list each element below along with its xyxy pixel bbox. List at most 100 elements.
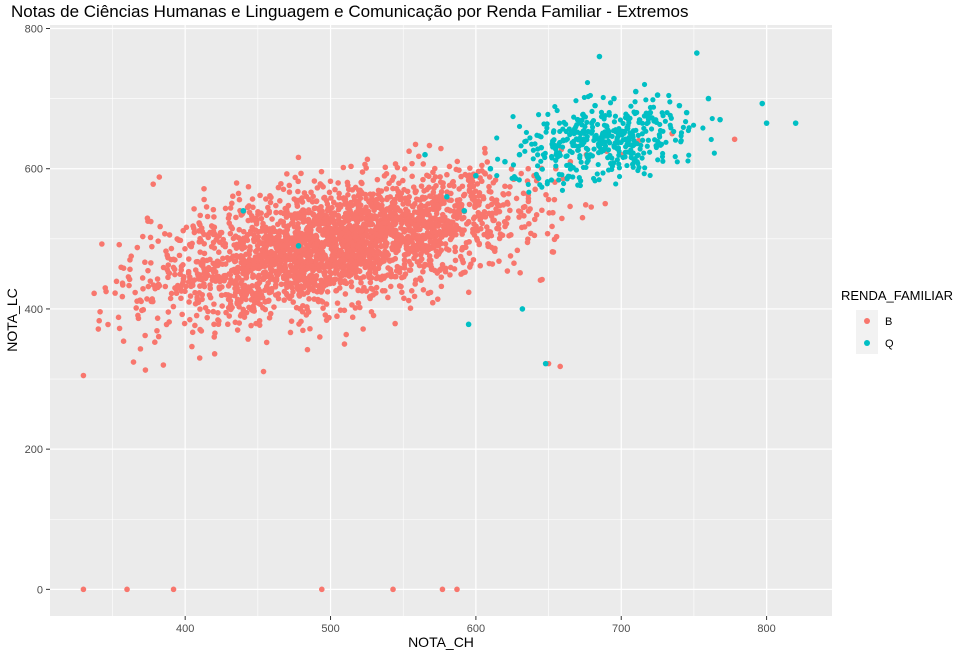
cloud-point-b — [428, 193, 434, 200]
cloud-point-b — [137, 346, 144, 352]
cloud-point-q — [553, 163, 559, 169]
data-point-q — [705, 95, 712, 102]
cloud-point-q — [642, 165, 648, 171]
cloud-point-q — [595, 161, 601, 168]
cloud-point-b — [182, 246, 188, 252]
y-axis-ticks: 0 200 400 600 800 — [25, 24, 50, 596]
cloud-point-b — [222, 243, 229, 250]
cloud-point-q — [666, 92, 672, 99]
cloud-point-b — [588, 204, 595, 210]
cloud-point-q — [682, 119, 689, 125]
cloud-point-b — [204, 257, 210, 264]
cloud-point-b — [120, 265, 127, 272]
cloud-point-b — [219, 261, 226, 267]
cloud-point-b — [192, 322, 198, 329]
cloud-point-q — [711, 150, 717, 156]
cloud-point-q — [510, 113, 516, 120]
cloud-point-b — [475, 168, 482, 175]
cloud-point-q — [594, 171, 600, 177]
cloud-point-b — [432, 174, 439, 180]
cloud-point-b — [437, 174, 443, 180]
cloud-point-b — [420, 222, 426, 228]
cloud-point-b — [201, 250, 208, 257]
data-point-q — [676, 102, 683, 109]
cloud-point-b — [210, 308, 217, 315]
cloud-point-b — [142, 259, 148, 266]
cloud-point-b — [379, 197, 385, 203]
cloud-point-b — [216, 249, 222, 255]
cloud-point-q — [616, 161, 622, 167]
cloud-point-b — [410, 245, 416, 252]
data-point-q — [516, 151, 523, 158]
cloud-point-b — [305, 281, 312, 288]
cloud-point-b — [236, 226, 243, 233]
data-point-b — [731, 136, 738, 143]
cloud-point-b — [330, 217, 337, 224]
data-point-b — [356, 257, 363, 263]
cloud-point-b — [165, 269, 172, 276]
cloud-point-b — [212, 278, 219, 284]
cloud-point-b — [172, 271, 178, 278]
cloud-point-b — [427, 289, 434, 296]
cloud-point-b — [437, 179, 444, 185]
cloud-point-b — [295, 154, 302, 161]
cloud-point-b — [460, 259, 466, 266]
cloud-point-q — [532, 141, 538, 147]
cloud-point-q — [613, 181, 619, 187]
cloud-point-b — [513, 195, 520, 202]
cloud-point-q — [660, 158, 666, 164]
cloud-point-b — [567, 203, 573, 210]
cloud-point-b — [337, 204, 344, 210]
cloud-point-b — [329, 243, 336, 250]
cloud-point-b — [495, 225, 502, 232]
cloud-point-b — [458, 173, 464, 180]
cloud-point-b — [430, 189, 437, 196]
cloud-point-b — [282, 262, 288, 268]
cloud-point-b — [274, 221, 281, 228]
cloud-point-b — [316, 267, 323, 274]
cloud-point-b — [430, 169, 436, 176]
cloud-point-b — [160, 264, 167, 271]
cloud-point-b — [349, 302, 355, 308]
cloud-point-b — [286, 189, 293, 195]
cloud-point-b — [326, 189, 333, 196]
cloud-point-b — [244, 290, 250, 296]
cloud-point-q — [516, 123, 523, 130]
cloud-point-q — [617, 117, 624, 123]
cloud-point-b — [406, 148, 412, 155]
cloud-point-b — [236, 288, 243, 295]
cloud-point-b — [358, 179, 364, 186]
cloud-point-b — [252, 227, 259, 233]
cloud-point-b — [222, 205, 229, 212]
cloud-point-b — [515, 208, 522, 214]
cloud-point-b — [271, 304, 277, 310]
cloud-point-b — [189, 329, 196, 336]
cloud-point-q — [551, 137, 557, 143]
cloud-point-b — [353, 215, 360, 222]
cloud-point-b — [345, 191, 351, 198]
cloud-point-q — [623, 144, 629, 150]
cloud-point-q — [674, 159, 680, 165]
cloud-point-b — [432, 237, 438, 244]
cloud-point-q — [612, 113, 619, 119]
cloud-point-b — [99, 241, 105, 247]
cloud-point-q — [660, 150, 666, 157]
cloud-point-b — [238, 255, 245, 262]
cloud-point-b — [148, 260, 154, 266]
cloud-point-b — [248, 322, 254, 329]
cloud-point-b — [168, 245, 175, 252]
data-point-q — [694, 50, 700, 56]
cloud-point-b — [398, 283, 404, 290]
cloud-point-b — [234, 327, 241, 333]
cloud-point-b — [442, 214, 448, 221]
cloud-point-b — [256, 317, 263, 324]
cloud-point-b — [602, 200, 609, 207]
cloud-point-b — [314, 219, 321, 226]
cloud-point-b — [170, 303, 177, 310]
cloud-point-b — [197, 306, 203, 312]
cloud-point-q — [595, 141, 602, 147]
cloud-point-b — [466, 187, 473, 193]
cloud-point-b — [408, 261, 414, 268]
cloud-point-q — [589, 124, 596, 130]
cloud-point-b — [165, 262, 172, 268]
